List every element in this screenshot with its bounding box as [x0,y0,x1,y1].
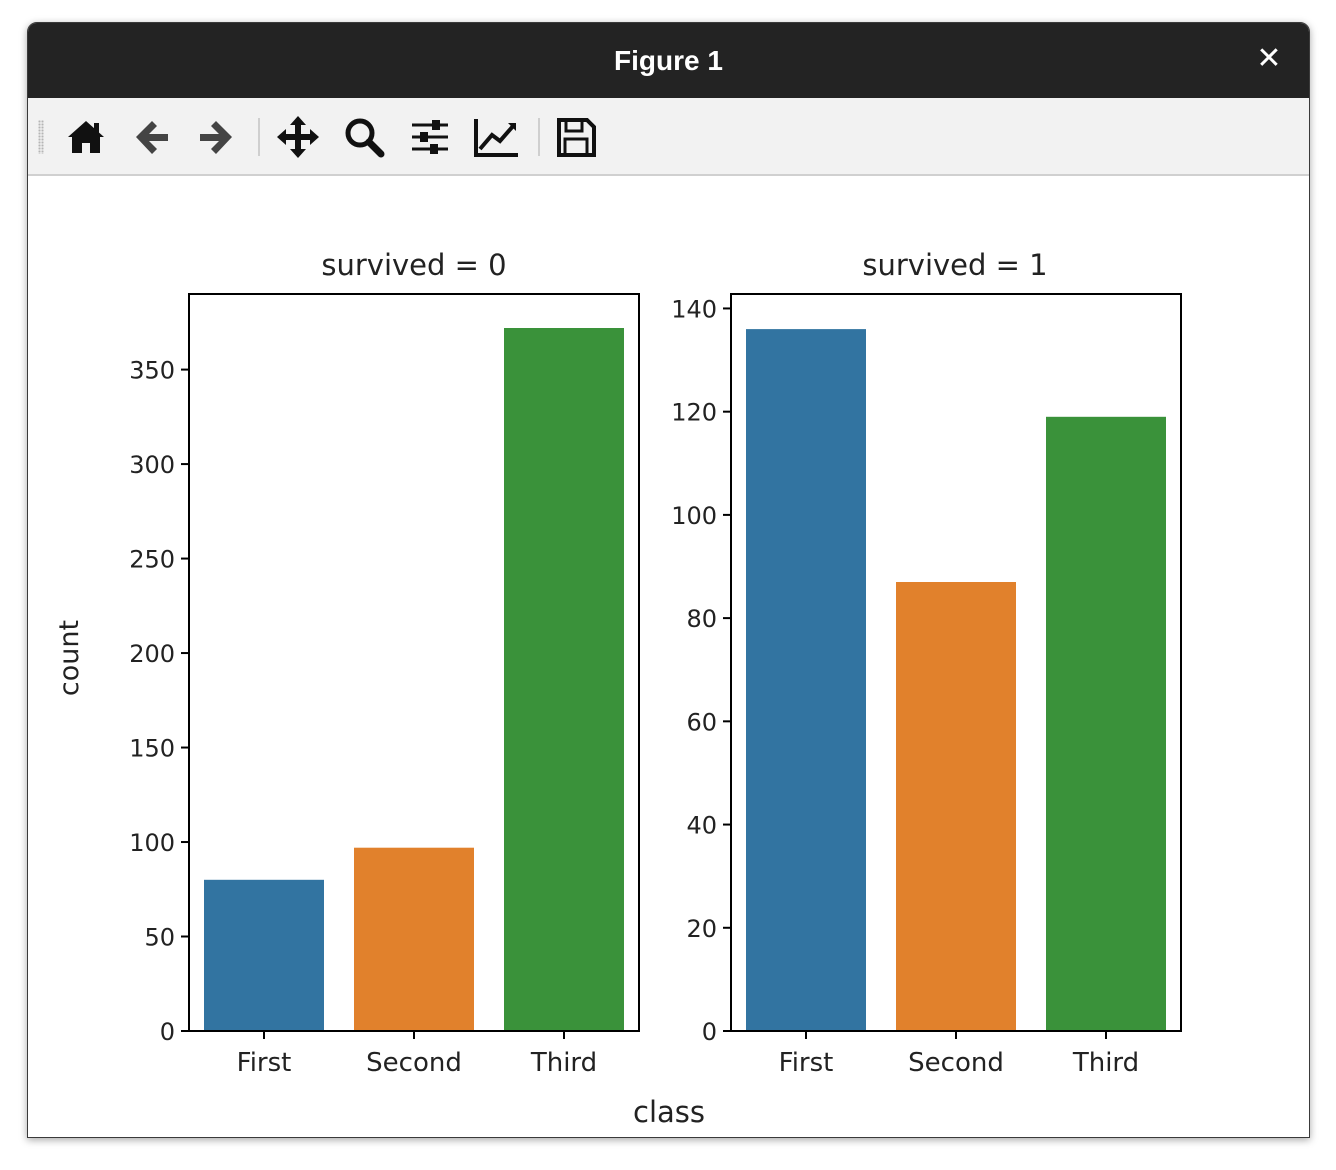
y-tick-label: 250 [129,546,175,574]
configure-subplots-button[interactable] [402,112,458,162]
zoom-button[interactable] [336,112,392,162]
y-tick-label: 300 [129,451,175,479]
toolbar [28,98,1309,176]
bar-first [746,329,866,1032]
panel-title: survived = 1 [862,248,1047,282]
toolbar-grip[interactable] [38,120,44,154]
y-tick-label: 50 [144,924,175,952]
x-tick-label: Second [908,1048,1004,1078]
bar-third [1046,416,1166,1031]
x-tick-label: Third [530,1048,597,1078]
x-tick-label: Second [366,1048,462,1078]
bar-second [354,847,474,1031]
configure-subplots-icon [412,120,448,154]
pan-move-icon [277,116,319,158]
y-tick-label: 350 [129,357,175,385]
panel-title: survived = 0 [321,248,506,282]
y-tick-label: 80 [686,605,717,633]
edit-axis-lines-icon [474,119,518,157]
figure-canvas[interactable]: survived = 0 survived = 1 count class 0 5… [28,176,1309,1137]
edit-axis-button[interactable] [468,112,524,162]
y-tick-label: 60 [686,708,717,736]
title-bar: Figure 1 ✕ [28,23,1309,98]
y-axis-label: count [54,620,85,696]
y-tick-label: 20 [686,915,717,943]
back-arrow-icon [136,121,168,154]
save-button[interactable] [548,112,604,162]
bar-first [204,879,324,1031]
toolbar-separator [258,118,260,156]
close-icon[interactable]: ✕ [1256,41,1282,76]
y-tick-label: 150 [129,735,175,763]
y-tick-label: 140 [671,295,717,323]
forward-arrow-icon [200,121,232,154]
y-tick-label: 100 [671,502,717,530]
toolbar-separator [538,118,540,156]
bar-second [896,582,1016,1031]
bar-third [504,328,624,1031]
y-tick-label: 120 [671,399,717,427]
home-icon [68,121,104,153]
y-tick-label: 200 [129,640,175,668]
back-button[interactable] [124,112,180,162]
y-tick-label: 0 [702,1018,717,1046]
x-tick-label: First [779,1048,834,1078]
pan-button[interactable] [270,112,326,162]
y-tick-label: 0 [160,1018,175,1046]
forward-button[interactable] [188,112,244,162]
zoom-magnifier-icon [345,118,385,158]
save-floppy-icon [557,118,596,157]
x-tick-label: Third [1072,1048,1139,1078]
y-tick-label: 100 [129,829,175,857]
bar-chart: survived = 0 survived = 1 count class 0 5… [54,248,1182,1129]
y-tick-label: 40 [686,812,717,840]
x-axis-label: class [633,1095,705,1129]
home-button[interactable] [58,112,114,162]
figure-window: Figure 1 ✕ [27,22,1310,1138]
x-tick-label: First [237,1048,292,1078]
window-title: Figure 1 [614,45,723,76]
